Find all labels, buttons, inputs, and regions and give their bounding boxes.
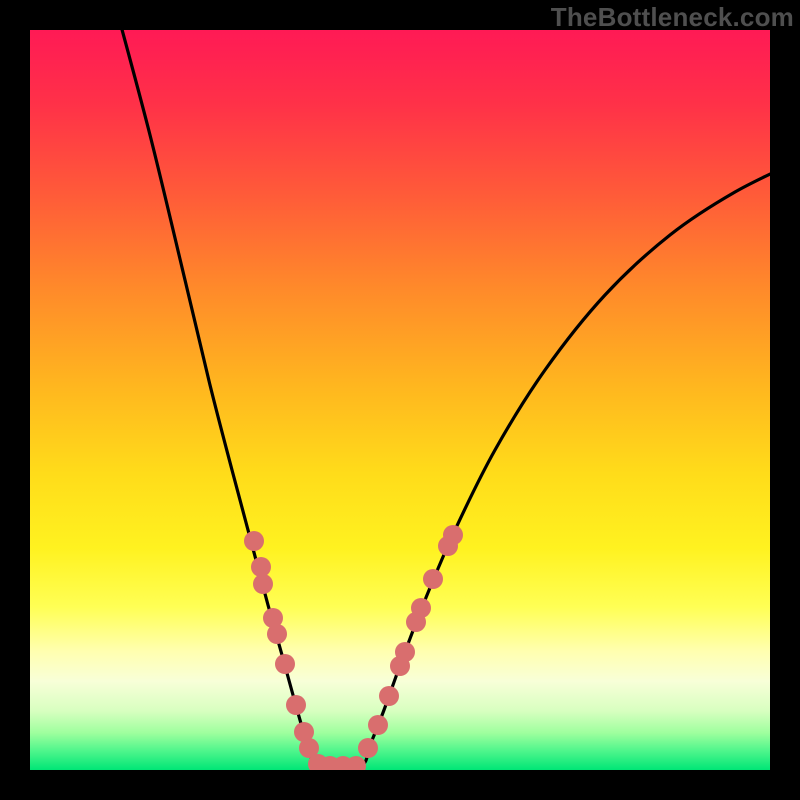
curve-marker bbox=[358, 738, 378, 758]
curve-marker bbox=[251, 557, 271, 577]
curve-marker bbox=[244, 531, 264, 551]
chart-frame: TheBottleneck.com bbox=[0, 0, 800, 800]
curve-marker bbox=[286, 695, 306, 715]
curve-marker bbox=[275, 654, 295, 674]
curve-marker bbox=[423, 569, 443, 589]
curve-marker bbox=[368, 715, 388, 735]
curve-marker bbox=[253, 574, 273, 594]
watermark-text: TheBottleneck.com bbox=[551, 2, 794, 33]
curve-marker bbox=[411, 598, 431, 618]
curve-marker bbox=[267, 624, 287, 644]
bottleneck-chart bbox=[0, 0, 800, 800]
curve-marker bbox=[379, 686, 399, 706]
curve-marker bbox=[443, 525, 463, 545]
curve-marker bbox=[395, 642, 415, 662]
